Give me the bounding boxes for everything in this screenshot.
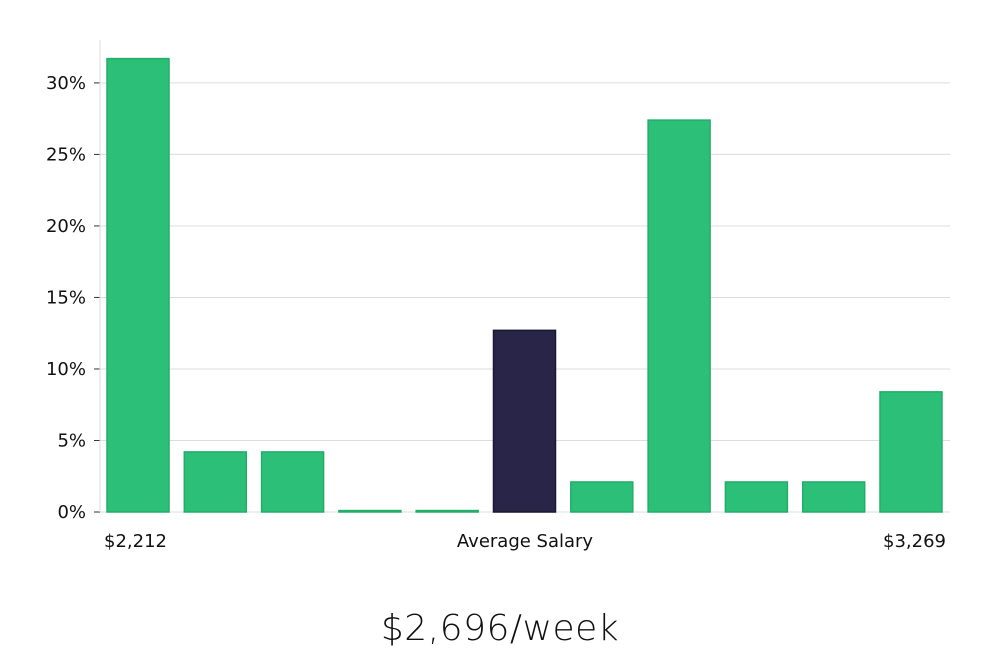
bar — [801, 481, 866, 513]
y-tick-label: 5% — [57, 430, 86, 451]
bars — [106, 57, 943, 513]
y-tick-label: 10% — [46, 359, 86, 380]
y-tick-label: 30% — [46, 73, 86, 94]
average-salary-caption: $2,696/week — [380, 608, 620, 649]
y-axis-ticks: 0% 5% 10% 15% 20% 25% 30% — [46, 73, 100, 523]
bar — [183, 451, 248, 513]
x-axis-center-label: Average Salary — [457, 531, 594, 552]
bar — [570, 481, 634, 513]
bar — [415, 509, 479, 513]
y-tick-label: 15% — [46, 287, 86, 308]
bar — [879, 391, 943, 513]
y-tick-label: 0% — [57, 502, 86, 523]
bar — [260, 451, 325, 513]
x-axis-min-label: $2,212 — [104, 531, 167, 552]
bar-average-salary — [492, 329, 557, 513]
bar — [647, 119, 711, 513]
salary-histogram: 0% 5% 10% 15% 20% 25% 30% $2,212 Average Salar… — [46, 40, 950, 552]
bar — [338, 509, 402, 513]
y-tick-label: 20% — [46, 216, 86, 237]
y-tick-label: 25% — [46, 144, 86, 165]
bar — [724, 481, 789, 513]
bar — [106, 57, 170, 513]
x-axis-max-label: $3,269 — [883, 531, 946, 552]
